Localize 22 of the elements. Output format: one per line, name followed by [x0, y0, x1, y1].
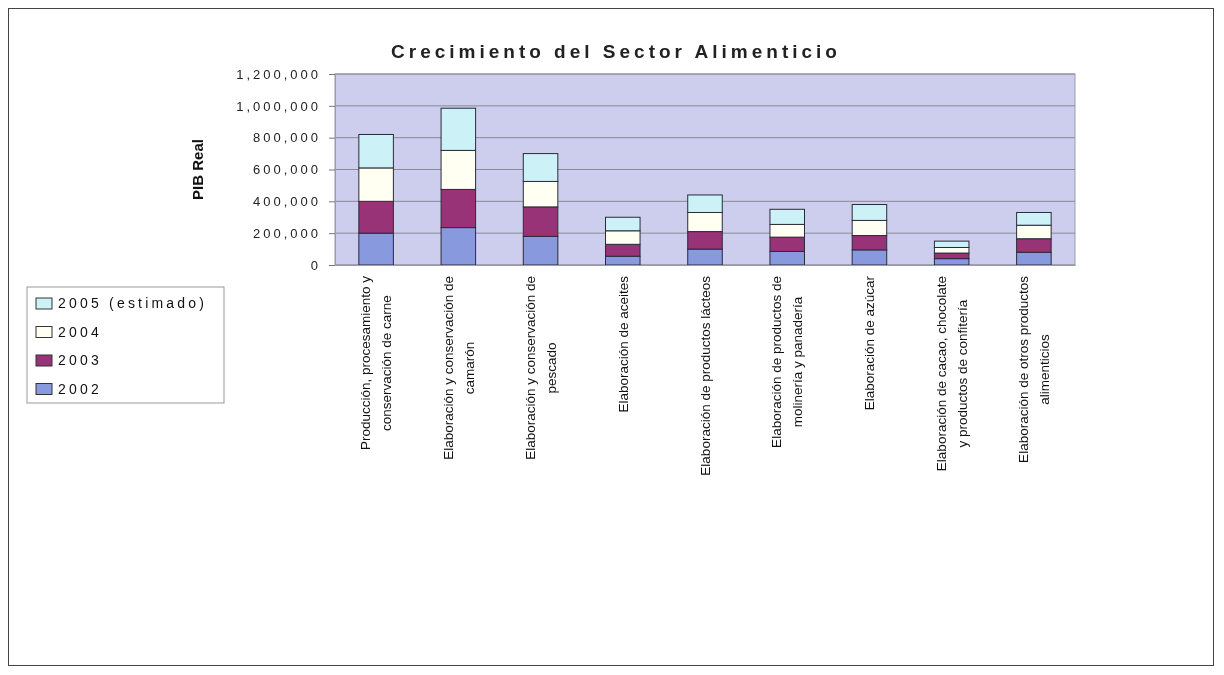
- x-tick-label: Elaboración de cacao, chocolate y productos de confitería: [933, 276, 970, 472]
- y-tick-label: 1,200,000: [236, 66, 321, 82]
- x-tick-label: Elaboración de productos lácteos: [697, 275, 713, 476]
- y-tick-label: 200,000: [253, 225, 321, 241]
- x-tick-label: Elaboración y conservación de pescado: [522, 276, 559, 460]
- legend-label: 2003: [58, 352, 102, 369]
- x-tick-label: Elaboración de aceites: [615, 275, 631, 413]
- x-tick-label: Elaboración de azúcar: [862, 275, 878, 411]
- y-tick-label: 600,000: [253, 162, 321, 178]
- y-axis-title: PIB Real: [189, 139, 206, 200]
- y-tick-label: 800,000: [253, 130, 321, 146]
- chart-title: Crecimiento del Sector Alimenticio: [391, 41, 841, 62]
- legend-label: 2005 (estimado): [58, 295, 208, 312]
- x-tick-label: Elaboración de productos de molinería y panadería: [769, 276, 806, 448]
- y-tick-label: 400,000: [253, 193, 321, 209]
- y-tick-label: 1,000,000: [236, 98, 321, 114]
- x-tick-label: Producción, procesamiento y conservación de carne: [358, 275, 395, 451]
- legend-label: 2002: [58, 380, 102, 397]
- x-tick-label: Elaboración de otros productos alimenticios: [1016, 275, 1053, 463]
- y-tick-label: 0: [310, 257, 321, 273]
- x-tick-label: Elaboración y conservación de camarón: [440, 276, 477, 460]
- legend-label: 2004: [58, 323, 102, 340]
